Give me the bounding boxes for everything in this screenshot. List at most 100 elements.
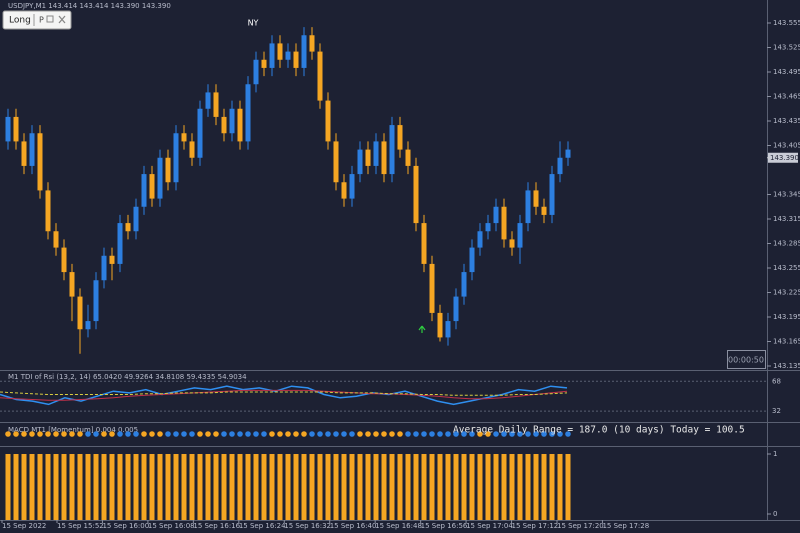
volume-bar — [261, 454, 267, 520]
volume-bar — [517, 454, 523, 520]
momentum-dot — [373, 431, 379, 437]
volume-bar — [253, 454, 259, 520]
candle-body — [445, 321, 451, 338]
candle-body — [517, 223, 523, 248]
momentum-dot — [453, 431, 459, 437]
candle-body — [261, 59, 267, 68]
candle-body — [157, 157, 163, 199]
candle-body — [253, 59, 259, 85]
current-price-tag — [768, 152, 798, 163]
momentum-dot — [181, 431, 187, 437]
volume-bar — [69, 454, 75, 520]
y-tick-label: 143.165 — [773, 338, 800, 346]
candle-body — [485, 223, 491, 232]
volume-bar — [165, 454, 171, 520]
volume-bar — [93, 454, 99, 520]
momentum-dot — [37, 431, 43, 437]
momentum-dot — [165, 431, 171, 437]
momentum-dot — [61, 431, 67, 437]
panel-frames — [0, 0, 800, 521]
candle-body — [565, 149, 571, 158]
x-tick-label: 15 Sep 17:28 — [602, 522, 649, 530]
x-tick-label: 15 Sep 16:08 — [148, 522, 195, 530]
tdi-line — [0, 389, 568, 401]
volume-bar — [405, 454, 411, 520]
momentum-dot — [477, 431, 483, 437]
volume-bar — [461, 454, 467, 520]
volume-bar — [13, 454, 19, 520]
candle-body — [205, 92, 211, 109]
volume-bar — [565, 454, 571, 520]
momentum-dot — [125, 431, 131, 437]
restore-icon[interactable] — [46, 15, 54, 23]
candle-body — [429, 263, 435, 313]
momentum-dot — [309, 431, 315, 437]
candle-body — [437, 312, 443, 338]
candle-body — [141, 174, 147, 207]
candle-body — [533, 190, 539, 207]
y-tick-label: 143.435 — [773, 117, 800, 125]
volume-bar — [557, 454, 563, 520]
candle-body — [69, 272, 75, 297]
candle-body — [101, 255, 107, 281]
momentum-dot — [405, 431, 411, 437]
volume-bar — [381, 454, 387, 520]
candle-body — [293, 51, 299, 68]
volume-bar — [469, 454, 475, 520]
candle-body — [189, 141, 195, 158]
volume-bar — [133, 454, 139, 520]
momentum-dot — [101, 431, 107, 437]
x-tick-label: 15 Sep 16:56 — [421, 522, 468, 530]
candle-body — [61, 247, 67, 273]
momentum-dot — [469, 431, 475, 437]
candle-body — [357, 149, 363, 175]
momentum-dot — [341, 431, 347, 437]
candle-body — [373, 141, 379, 166]
x-tick-label: 15 Sep 16:24 — [239, 522, 286, 530]
x-tick-label: 15 Sep 17:04 — [466, 522, 513, 530]
momentum-dot — [21, 431, 27, 437]
volume-bar — [5, 454, 11, 520]
candle-body — [45, 190, 51, 232]
candle-body — [237, 108, 243, 142]
p-button[interactable]: P — [39, 16, 44, 25]
trade-panel[interactable] — [2, 10, 72, 30]
close-icon[interactable] — [58, 15, 66, 24]
volume-tick-label: 0 — [773, 510, 777, 518]
macd-label: MACD MT1 [Momentum] 0.004 0.005 — [8, 426, 138, 434]
volume-tick-label: 1 — [773, 450, 777, 458]
volume-bar — [357, 454, 363, 520]
volume-bar — [445, 454, 451, 520]
x-tick-label: 15 Sep 15:52 — [57, 522, 104, 530]
volume-bar — [245, 454, 251, 520]
candle-body — [277, 43, 283, 60]
candle-body — [133, 206, 139, 232]
momentum-dot — [205, 431, 211, 437]
momentum-dot — [285, 431, 291, 437]
candle-body — [21, 141, 27, 166]
volume-bar — [205, 454, 211, 520]
y-tick-label: 143.495 — [773, 68, 800, 76]
volume-bar — [453, 454, 459, 520]
volume-bar — [341, 454, 347, 520]
momentum-dot — [77, 431, 83, 437]
momentum-dot — [381, 431, 387, 437]
candle-body — [317, 51, 323, 101]
momentum-dot — [117, 431, 123, 437]
momentum-dot — [13, 431, 19, 437]
volume-bar — [365, 454, 371, 520]
long-button[interactable]: Long — [9, 16, 31, 26]
candle-body — [221, 116, 227, 134]
momentum-dot — [69, 431, 75, 437]
volume-bar — [125, 454, 131, 520]
volume-bar — [349, 454, 355, 520]
volume-bar — [229, 454, 235, 520]
timer-box — [727, 350, 766, 369]
momentum-dot — [269, 431, 275, 437]
x-tick-label: 15 Sep 2022 — [2, 522, 46, 530]
candle-body — [269, 43, 275, 68]
candle-body — [341, 182, 347, 199]
momentum-dot — [429, 431, 435, 437]
x-tick-label: 15 Sep 17:12 — [512, 522, 559, 530]
